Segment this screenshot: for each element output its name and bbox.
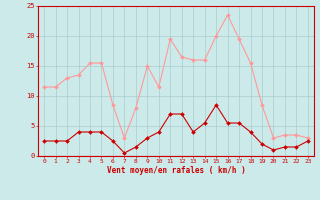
X-axis label: Vent moyen/en rafales ( km/h ): Vent moyen/en rafales ( km/h )	[107, 166, 245, 175]
